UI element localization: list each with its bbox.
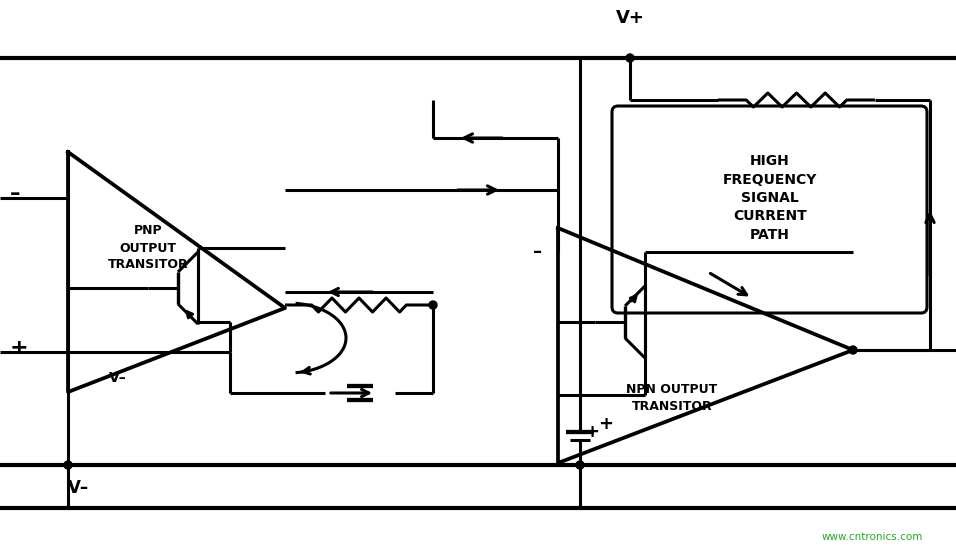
- Text: +: +: [584, 423, 599, 441]
- Text: NPN OUTPUT
TRANSITOR: NPN OUTPUT TRANSITOR: [626, 383, 718, 413]
- Text: www.cntronics.com: www.cntronics.com: [821, 532, 923, 542]
- Text: PNP
OUTPUT
TRANSITOR: PNP OUTPUT TRANSITOR: [108, 224, 188, 271]
- Circle shape: [429, 301, 437, 309]
- Text: –: –: [532, 243, 542, 261]
- Text: +: +: [598, 415, 613, 433]
- Text: –: –: [10, 184, 20, 204]
- Circle shape: [626, 54, 634, 62]
- Text: V–: V–: [68, 479, 89, 497]
- Text: +: +: [10, 338, 29, 358]
- Text: HIGH
FREQUENCY
SIGNAL
CURRENT
PATH: HIGH FREQUENCY SIGNAL CURRENT PATH: [723, 154, 817, 242]
- Circle shape: [849, 346, 857, 354]
- Text: V–: V–: [109, 371, 127, 385]
- Circle shape: [576, 461, 584, 469]
- Text: V+: V+: [616, 9, 644, 27]
- Circle shape: [64, 461, 72, 469]
